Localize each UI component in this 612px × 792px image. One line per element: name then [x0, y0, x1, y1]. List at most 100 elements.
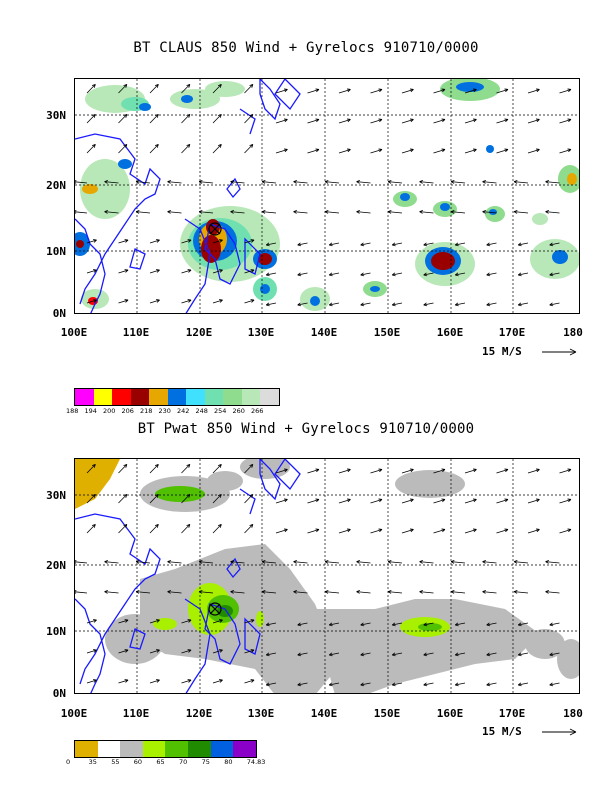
wind-vector-head — [217, 494, 222, 498]
lat-label-10n: 10N — [46, 245, 66, 258]
wind-vector — [118, 269, 129, 274]
wind-vector — [212, 494, 222, 504]
wind-vector — [486, 652, 497, 656]
wind-vector-head — [124, 619, 129, 623]
wind-vector — [149, 619, 160, 624]
wind-vector — [329, 652, 340, 656]
wind-vector-head — [293, 560, 297, 564]
wind-vector — [451, 591, 466, 594]
wind-vector — [149, 269, 160, 274]
wind-vector — [244, 84, 254, 94]
wind-vector — [559, 529, 572, 534]
lat-label-30n: 30N — [46, 109, 66, 122]
wind-vector-head — [450, 180, 455, 184]
wind-vector-head — [328, 652, 333, 657]
wind-vector-head — [482, 210, 486, 214]
wind-vector-head — [186, 84, 191, 88]
wind-vector-head — [409, 468, 414, 473]
wind-vector-head — [549, 682, 554, 687]
colorbar-swatch — [165, 741, 188, 757]
wind-vector-head — [249, 464, 254, 468]
wind-vector — [392, 652, 403, 656]
wind-vector — [482, 211, 497, 214]
wind-vector-head — [391, 302, 396, 307]
wind-vector-head — [360, 242, 365, 247]
wind-vector — [167, 181, 182, 184]
wind-vector-head — [123, 494, 128, 498]
wind-vector — [297, 302, 308, 306]
wind-vector — [486, 272, 497, 276]
wind-vector — [86, 269, 97, 274]
colorbar-tick-label: 230 — [158, 407, 171, 415]
wind-vector — [149, 114, 159, 124]
wind-vector-head — [409, 88, 414, 93]
wind-vector — [75, 211, 88, 214]
wind-vector-head — [513, 590, 518, 594]
wind-vector-head — [549, 242, 554, 247]
wind-vector-head — [198, 180, 203, 184]
wind-vector — [297, 622, 308, 626]
colorbar-swatch — [223, 389, 242, 405]
wind-vector-head — [249, 84, 254, 88]
wind-vector — [266, 302, 277, 306]
wind-vector-head — [378, 118, 383, 123]
wind-vector — [545, 181, 560, 184]
wind-vector-head — [123, 144, 128, 148]
wind-vector-head — [356, 210, 360, 214]
wind-vector-head — [423, 302, 428, 307]
wind-vector-head — [124, 239, 129, 243]
colorbar-tick-label: 65 — [156, 758, 165, 766]
wind-vector-head — [378, 468, 383, 473]
wind-vector-head — [535, 148, 540, 153]
wind-vector — [401, 469, 414, 474]
wind-vector-head — [324, 590, 329, 594]
colorbar-swatch — [186, 389, 205, 405]
colorbar-tick-label: 55 — [111, 758, 120, 766]
wind-vector-head — [482, 560, 486, 564]
wind-vector — [212, 464, 222, 474]
wind-vector — [338, 469, 351, 474]
lon-label-150e: 150E — [373, 326, 401, 339]
wind-vector — [370, 529, 383, 534]
wind-vector — [266, 242, 277, 246]
wind-vector-head — [378, 88, 383, 93]
wind-vector — [401, 119, 414, 124]
colorbar-swatch — [187, 741, 211, 757]
wind-vector-head — [441, 88, 446, 93]
wind-vector-head — [504, 88, 509, 93]
wind-vector — [370, 149, 383, 154]
wind-vector-head — [409, 498, 414, 503]
wind-vector — [212, 299, 223, 304]
wind-vector-head — [250, 649, 255, 653]
wind-vector — [86, 679, 97, 684]
wind-vector — [149, 679, 160, 684]
lon-label-160e: 160E — [436, 326, 464, 339]
wind-vector-head — [91, 84, 96, 88]
wind-vector-head — [545, 590, 549, 594]
colorbar-swatch — [142, 741, 166, 757]
wind-vector — [401, 499, 414, 504]
wind-vector-head — [513, 210, 518, 214]
wind-vector-head — [315, 498, 320, 503]
wind-vector-head — [454, 302, 459, 307]
wind-vector — [181, 679, 192, 684]
wind-vector-head — [441, 528, 446, 533]
wind-vector-head — [297, 652, 302, 657]
wind-vector-head — [535, 468, 540, 473]
wind-vector — [464, 499, 477, 504]
panel1-colorbar — [74, 388, 280, 406]
wind-vector-head — [91, 144, 96, 148]
wind-vector-head — [186, 524, 191, 528]
wind-vector-head — [423, 242, 428, 247]
wind-vector — [549, 652, 560, 656]
wind-vector-head — [154, 114, 159, 118]
colorbar-swatch — [130, 389, 149, 405]
wind-vector — [118, 619, 129, 624]
wind-vector-head — [567, 468, 572, 473]
wind-vector-head — [360, 272, 365, 277]
wind-vector-head — [346, 468, 351, 473]
wind-vector-head — [549, 302, 554, 307]
wind-vector — [86, 619, 97, 624]
lon-label-150e: 150E — [373, 707, 401, 720]
wind-vector — [518, 622, 529, 626]
